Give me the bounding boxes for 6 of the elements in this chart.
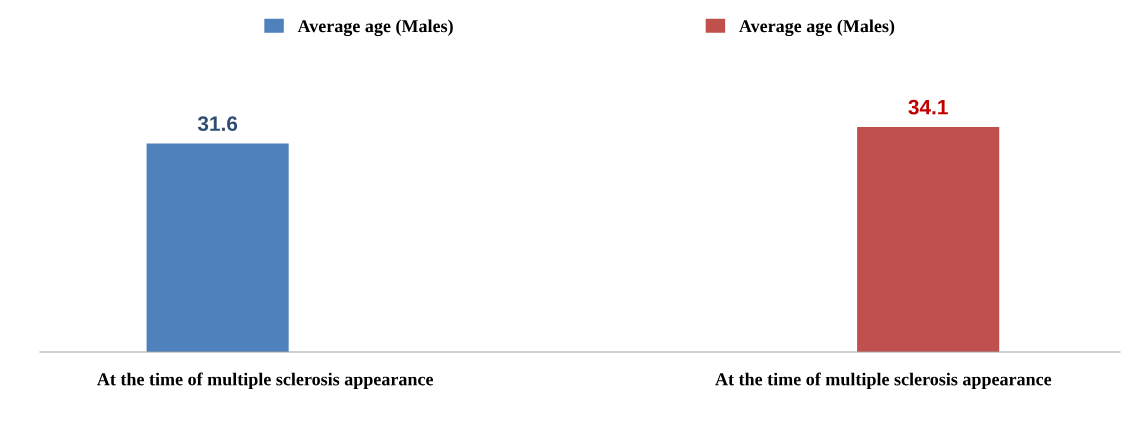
legend-label: Average age (Males) bbox=[297, 19, 453, 37]
x-tick-label: At the time of multiple sclerosis appearance bbox=[715, 372, 1052, 390]
x-tick-label: At the time of multiple sclerosis appearance bbox=[97, 372, 434, 390]
data-label: 31.6 bbox=[197, 116, 238, 132]
data-label: 34.1 bbox=[908, 99, 948, 115]
legend-label: Average age (Males) bbox=[739, 19, 895, 37]
